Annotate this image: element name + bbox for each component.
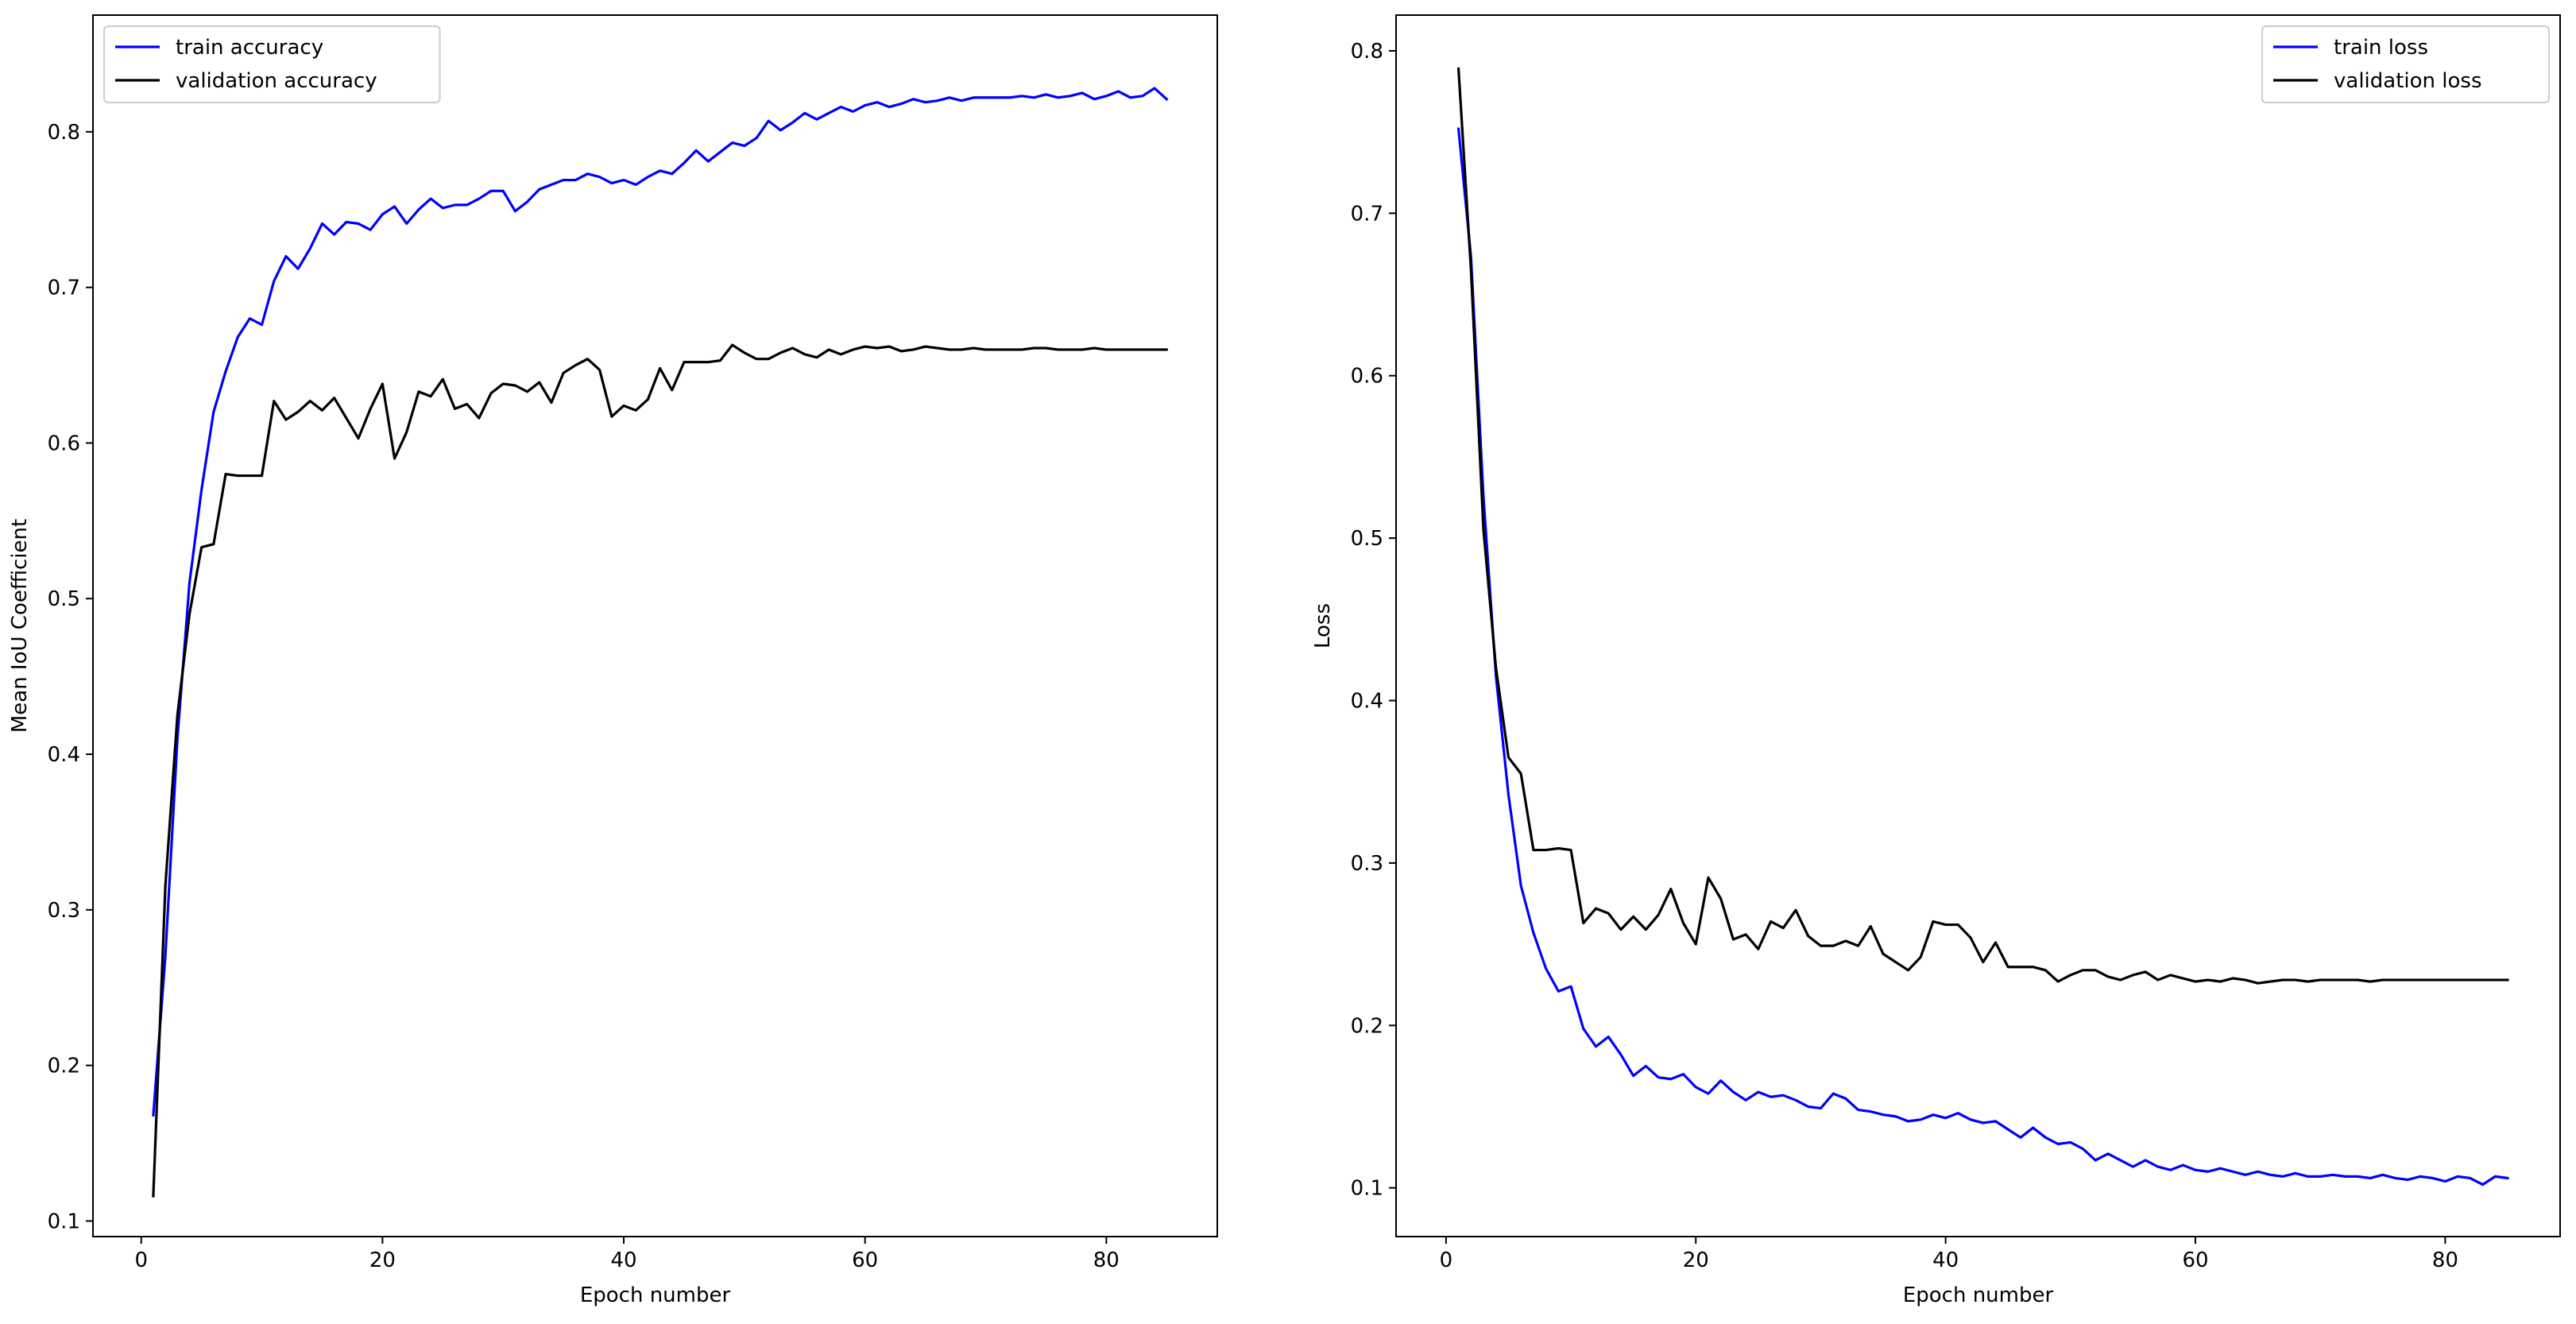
chart-1-x-tick-label-4: 80 xyxy=(2432,1249,2458,1272)
chart-0-legend-box xyxy=(103,25,441,103)
chart-1-x-tick-label-3: 60 xyxy=(2182,1249,2208,1272)
chart-1-y-tick-label-4: 0.5 xyxy=(1351,527,1383,551)
chart-0-y-tick-label-7: 0.8 xyxy=(48,121,80,145)
chart-0-x-tick-label-1: 20 xyxy=(369,1249,396,1272)
accuracy-chart: 0 20 40 60 80 0.1 0.2 0.3 0.4 0.5 0.6 0.7 0.8 Epoch n… xyxy=(8,14,1218,1307)
chart-0-y-tick-label-1: 0.2 xyxy=(48,1055,80,1078)
chart-1-y-tick-label-6: 0.7 xyxy=(1351,202,1383,226)
chart-1-y-tick-label-2: 0.3 xyxy=(1351,852,1383,876)
chart-1-series-0-line xyxy=(1456,127,2509,1187)
chart-1-y-tick-label-1: 0.2 xyxy=(1351,1014,1383,1038)
chart-0-y-axis-label: Mean IoU Coefficient xyxy=(8,519,32,733)
chart-0-y-tick-label-0: 0.1 xyxy=(48,1210,80,1233)
chart-1-x-tick-label-2: 40 xyxy=(1932,1249,1959,1272)
loss-chart: 0 20 40 60 80 0.1 0.2 0.3 0.4 0.5 0.6 0.7 0.8 Epoch n… xyxy=(1311,14,2561,1307)
chart-1-x-tick-label-0: 0 xyxy=(1440,1249,1453,1272)
chart-1-y-tick-label-3: 0.4 xyxy=(1351,690,1383,714)
chart-0-y-tick-label-5: 0.6 xyxy=(48,432,80,455)
chart-0-y-tick-label-6: 0.7 xyxy=(48,277,80,300)
chart-0-y-tick-label-3: 0.4 xyxy=(48,743,80,767)
chart-1-legend: train loss validation loss xyxy=(2261,25,2550,103)
chart-1-legend-box xyxy=(2261,25,2550,103)
chart-0-series-0-line xyxy=(152,87,1169,1117)
chart-0-plot-frame xyxy=(92,14,1218,1237)
chart-1-y-tick-label-5: 0.6 xyxy=(1351,365,1383,389)
chart-1-y-tick-label-0: 0.1 xyxy=(1351,1177,1383,1201)
chart-1-legend-label-0: train loss xyxy=(2334,36,2428,60)
chart-1-x-tick-label-1: 20 xyxy=(1683,1249,1709,1272)
chart-0-x-tick-label-2: 40 xyxy=(610,1249,636,1272)
chart-1-legend-label-1: validation loss xyxy=(2334,69,2482,93)
chart-0-legend-label-0: train accuracy xyxy=(176,36,323,60)
chart-0-legend: train accuracy validation accuracy xyxy=(103,25,441,103)
chart-0-y-tick-label-2: 0.3 xyxy=(48,899,80,923)
chart-1-x-axis-label: Epoch number xyxy=(1903,1283,2054,1307)
chart-1-y-axis-label: Loss xyxy=(1311,603,1335,648)
chart-0-legend-label-1: validation accuracy xyxy=(176,69,377,93)
chart-0-x-tick-label-0: 0 xyxy=(134,1249,148,1272)
chart-0-series-1-line xyxy=(152,343,1168,1198)
chart-0-x-tick-label-4: 80 xyxy=(1093,1249,1120,1272)
chart-1-y-tick-label-7: 0.8 xyxy=(1351,40,1383,64)
chart-0-x-tick-label-3: 60 xyxy=(852,1249,878,1272)
chart-0-y-tick-label-4: 0.5 xyxy=(48,587,80,611)
chart-0-x-axis-label: Epoch number xyxy=(580,1283,731,1307)
chart-1-plot-frame xyxy=(1395,14,2561,1237)
chart-1-series-1-line xyxy=(1456,67,2509,985)
